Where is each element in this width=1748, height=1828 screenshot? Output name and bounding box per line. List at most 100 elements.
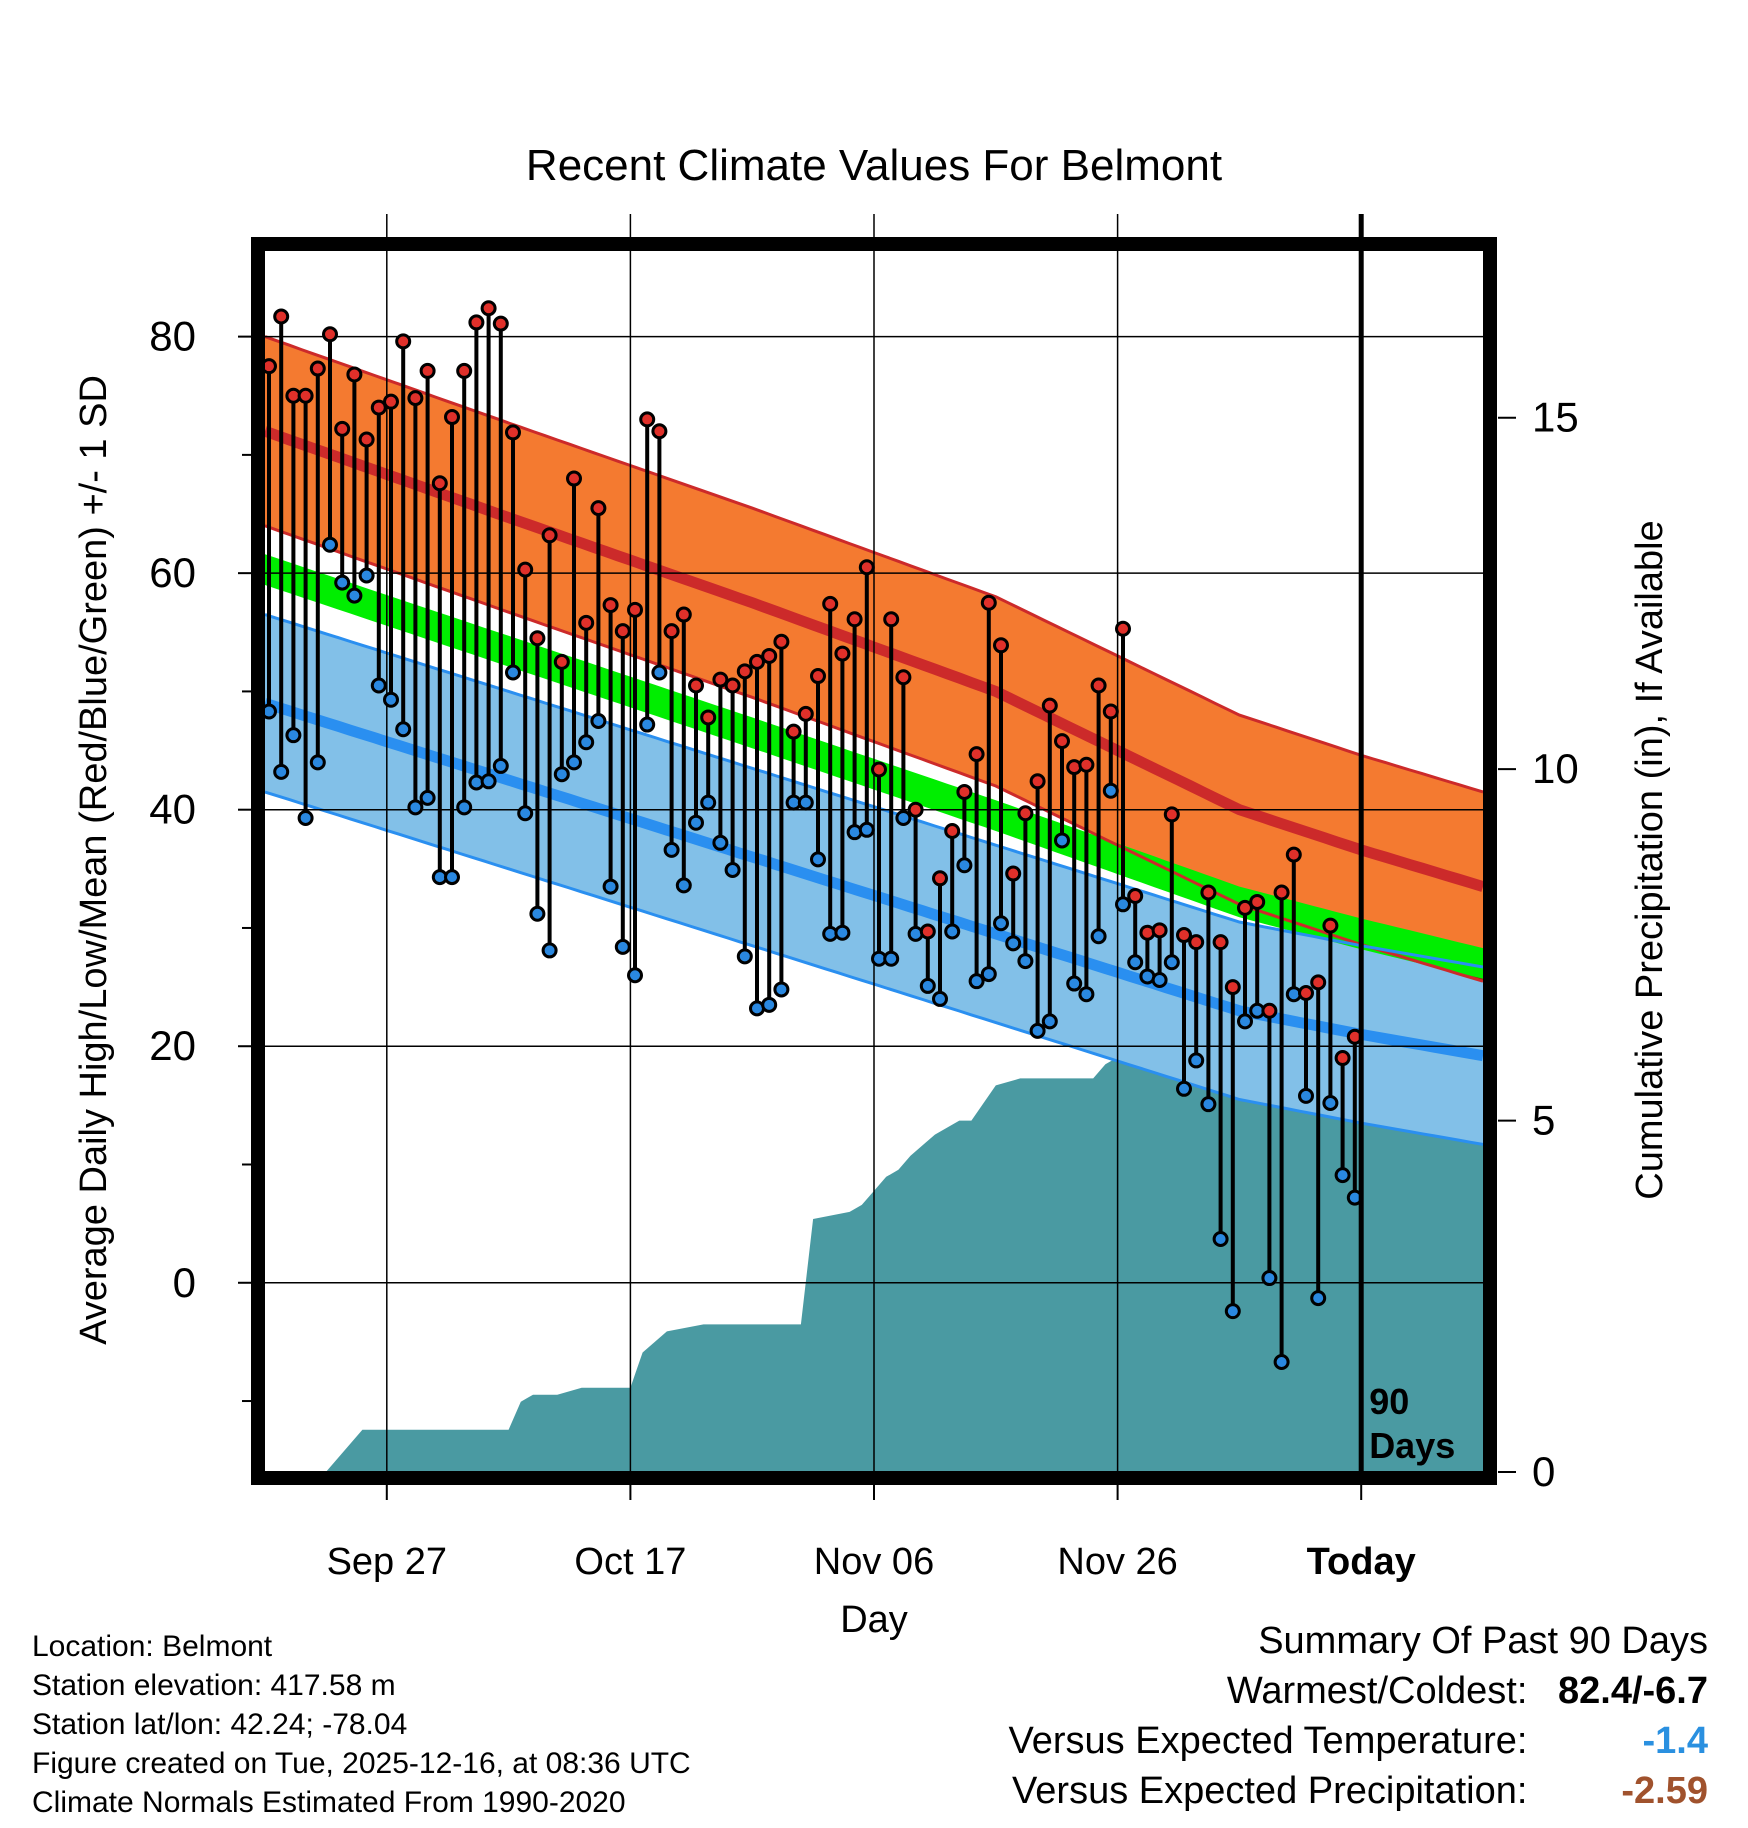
daily-low-point [614, 938, 631, 955]
y2-tick-label: 10 [1532, 745, 1579, 792]
daily-low-point [1298, 1087, 1314, 1104]
daily-high-point [370, 399, 387, 416]
daily-high-point [614, 623, 631, 640]
daily-low-point [1200, 1096, 1217, 1113]
daily-high-point [1115, 620, 1131, 637]
daily-low-point [383, 691, 399, 708]
daily-high-point [1237, 899, 1253, 916]
daily-high-point [858, 559, 875, 576]
daily-low-point [444, 869, 460, 886]
daily-high-point [505, 424, 521, 441]
daily-high-point [1102, 703, 1119, 720]
daily-high-point [553, 653, 570, 670]
daily-low-point [956, 857, 973, 874]
daily-high-point [846, 611, 863, 628]
daily-high-point [273, 308, 290, 325]
daily-high-point [456, 362, 473, 379]
warmest-label: Warmest/Coldest: [1226, 1670, 1528, 1712]
daily-high-point [566, 470, 582, 487]
daily-high-point [1261, 1002, 1278, 1019]
precip-label: Versus Expected Precipitation: [1012, 1770, 1528, 1812]
daily-low-point [761, 996, 778, 1013]
daily-low-point [541, 942, 558, 959]
daily-high-point [968, 746, 985, 763]
y-tick-label: 0 [173, 1259, 196, 1306]
daily-high-point [395, 333, 412, 350]
daily-low-point [993, 915, 1009, 932]
daily-low-point [919, 977, 936, 994]
daily-low-point [1310, 1290, 1327, 1307]
daily-high-point [663, 623, 680, 640]
x-tick-label: Nov 06 [814, 1541, 934, 1583]
x-tick-label: Nov 26 [1057, 1541, 1177, 1583]
y-tick-label: 40 [149, 786, 196, 833]
daily-low-point [980, 966, 997, 983]
daily-high-point [419, 362, 436, 379]
daily-low-point [1261, 1270, 1278, 1287]
daily-low-point [309, 754, 326, 771]
daily-high-point [932, 870, 948, 887]
x-axis-label: Day [840, 1599, 908, 1641]
daily-high-point [1127, 888, 1144, 905]
daily-high-point [346, 366, 363, 383]
daily-high-point [688, 677, 704, 694]
daily-low-point [1127, 954, 1144, 971]
daily-high-point [602, 597, 619, 614]
normals-text: Climate Normals Estimated From 1990-2020 [32, 1786, 626, 1819]
daily-high-point [431, 475, 448, 492]
daily-high-point [1078, 756, 1095, 773]
y-tick-label: 60 [149, 549, 196, 596]
daily-high-point [358, 431, 375, 448]
daily-high-point [907, 801, 924, 818]
elevation-text: Station elevation: 417.58 m [32, 1669, 396, 1702]
daily-low-point [1334, 1167, 1351, 1184]
x-tick-label: Oct 17 [574, 1541, 686, 1583]
daily-low-point [1054, 832, 1070, 849]
daily-high-point [883, 611, 900, 628]
daily-high-point [773, 633, 790, 650]
daily-high-point [639, 411, 656, 428]
daily-high-point [919, 923, 936, 940]
temp-value: -1.4 [1642, 1720, 1708, 1762]
daily-high-point [749, 653, 765, 670]
temp-label: Versus Expected Temperature: [1008, 1720, 1528, 1762]
daily-low-point [675, 877, 692, 894]
daily-high-point [590, 500, 607, 517]
daily-low-point [700, 794, 717, 811]
daily-low-point [1176, 1080, 1192, 1097]
daily-high-point [297, 387, 314, 404]
daily-low-point [712, 834, 729, 851]
y2-tick-label: 0 [1532, 1448, 1555, 1495]
x-tick-label: Today [1307, 1541, 1416, 1583]
daily-high-point [834, 645, 851, 662]
daily-high-point [724, 677, 741, 694]
daily-low-point [1041, 1013, 1058, 1030]
summary-title: Summary Of Past 90 Days [1258, 1620, 1708, 1662]
daily-high-point [1041, 697, 1058, 714]
daily-low-point [1066, 975, 1083, 992]
daily-high-point [1200, 884, 1217, 901]
daily-high-point [1310, 974, 1327, 991]
daily-high-point [1005, 865, 1022, 882]
daily-low-point [505, 664, 521, 681]
daily-high-point [700, 709, 717, 726]
daily-high-point [468, 314, 485, 331]
today-annotation: 90 [1369, 1381, 1409, 1422]
daily-high-point [383, 393, 399, 410]
daily-low-point [895, 809, 912, 826]
daily-high-point [444, 409, 460, 426]
daily-low-point [297, 809, 314, 826]
plot-frame [251, 237, 1497, 1485]
daily-high-point [480, 300, 497, 317]
daily-low-point [968, 973, 985, 990]
daily-low-point [1151, 972, 1168, 988]
daily-low-point [456, 799, 473, 816]
daily-high-point [265, 358, 277, 375]
daily-low-point [627, 967, 643, 984]
daily-low-point [265, 703, 277, 720]
daily-high-point [1151, 922, 1168, 939]
daily-low-point [810, 851, 826, 868]
daily-low-point [688, 814, 704, 831]
daily-high-point [334, 420, 351, 437]
daily-low-point [358, 567, 375, 584]
